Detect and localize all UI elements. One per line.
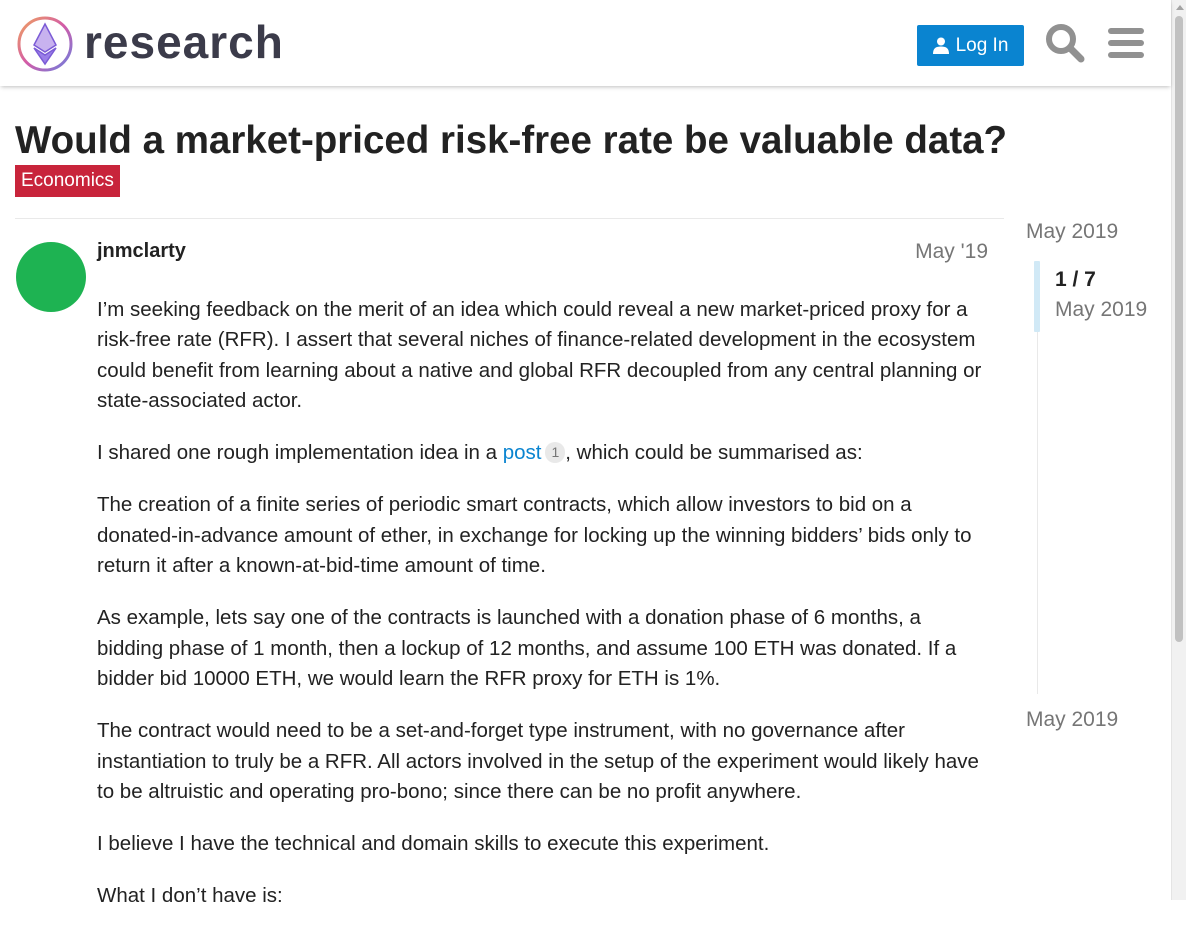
post-paragraph: The creation of a finite series of perio… [97,493,972,578]
timeline-position: 1 / 7 [1055,268,1096,291]
post-date[interactable]: May '19 [915,240,988,263]
post-paragraph: The contract would need to be a set-and-… [97,719,979,803]
timeline-track[interactable] [1037,262,1038,694]
timeline-scroll-handle[interactable] [1034,261,1040,332]
user-icon [932,37,949,54]
login-label: Log In [955,34,1009,56]
post-text: I shared one rough implementation idea i… [97,441,503,465]
avatar[interactable] [16,242,86,312]
site-header: research Log In [0,0,1171,86]
topic-title[interactable]: Would a market-priced risk-free rate be … [15,119,1008,162]
page-scrollbar[interactable] [1171,0,1186,900]
post-paragraph: As example, lets say one of the contract… [97,606,957,690]
link-click-count: 1 [545,442,566,464]
login-button[interactable]: Log In [917,25,1024,66]
post-link[interactable]: post [502,441,542,465]
scroll-up-arrow-icon[interactable] [1176,5,1184,10]
timeline-handle-date: May 2019 [1055,298,1148,321]
post-paragraph: I shared one rough implementation idea i… [97,438,992,468]
category-badge[interactable]: Economics [15,165,120,197]
site-brand[interactable]: research [84,16,284,68]
post-paragraph: I believe I have the technical and domai… [97,832,770,856]
hamburger-menu-icon[interactable] [1106,22,1146,64]
scrollbar-thumb[interactable] [1175,16,1183,642]
post-paragraph: What I don’t have is: [97,884,283,908]
research-logo-icon[interactable] [16,15,74,73]
title-divider [15,218,1004,219]
post-paragraph: I’m seeking feedback on the merit of an … [97,298,982,412]
search-icon[interactable] [1045,22,1085,64]
timeline-end-date[interactable]: May 2019 [1026,708,1119,731]
post-body: I’m seeking feedback on the merit of an … [97,295,992,934]
timeline-start-date[interactable]: May 2019 [1026,220,1119,243]
post-username[interactable]: jnmclarty [97,240,186,262]
post-text: , which could be summarised as: [565,441,863,465]
